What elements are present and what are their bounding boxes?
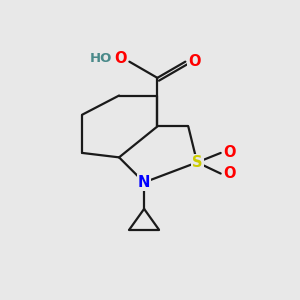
Text: O: O xyxy=(114,51,126,66)
Text: O: O xyxy=(188,54,200,69)
Text: O: O xyxy=(223,166,236,181)
Text: N: N xyxy=(138,175,150,190)
Text: S: S xyxy=(192,155,202,170)
Text: HO: HO xyxy=(89,52,112,65)
Text: O: O xyxy=(223,146,236,160)
